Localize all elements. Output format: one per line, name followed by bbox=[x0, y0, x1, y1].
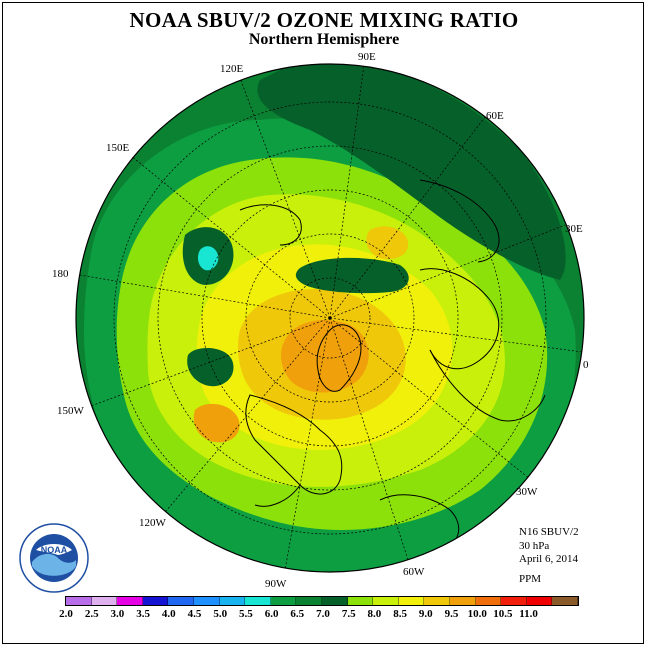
instrument-label: N16 SBUV/2 bbox=[519, 526, 579, 538]
date-label: April 6, 2014 bbox=[519, 553, 578, 565]
pressure-level-label: 30 hPa bbox=[519, 539, 550, 552]
colorbar-swatch bbox=[501, 597, 527, 605]
colorbar-tick-label: 8.0 bbox=[367, 608, 382, 620]
graticule bbox=[79, 64, 583, 571]
lon-label-150w: 150W bbox=[57, 405, 84, 417]
colorbar-swatch bbox=[142, 597, 169, 605]
lon-label-60w: 60W bbox=[403, 566, 425, 578]
colorbar-tick-label: 2.5 bbox=[84, 608, 99, 620]
colorbar-tick-label: 10.5 bbox=[493, 608, 513, 620]
colorbar-swatch bbox=[66, 597, 92, 605]
lon-label-120w: 120W bbox=[139, 517, 166, 529]
lon-label-30w: 30W bbox=[516, 486, 538, 498]
lon-label-180: 180 bbox=[52, 268, 69, 280]
colorbar-tick-label: 6.0 bbox=[264, 608, 279, 620]
colorbar-tick-label: 7.0 bbox=[316, 608, 330, 620]
colorbar-swatch bbox=[449, 597, 476, 605]
info-block: N16 SBUV/2 30 hPa April 6, 2014 bbox=[519, 526, 579, 567]
colorbar-swatch bbox=[526, 597, 553, 605]
lon-label-30e: 30E bbox=[565, 223, 583, 235]
coastlines bbox=[239, 179, 546, 551]
colorbar-tick-label: 3.5 bbox=[136, 608, 150, 620]
lon-label-120e: 120E bbox=[220, 63, 244, 75]
colorbar-tick-label: 8.5 bbox=[393, 608, 407, 620]
lon-label-0: 0 bbox=[583, 359, 589, 371]
colorbar-swatch bbox=[270, 597, 297, 605]
colorbar-swatch bbox=[321, 597, 348, 605]
ozone-low-arctic bbox=[295, 257, 409, 294]
ozone-high-patch-1 bbox=[193, 403, 240, 443]
map-subtitle: Northern Hemisphere bbox=[248, 31, 400, 48]
colorbar-swatch bbox=[245, 597, 271, 605]
lon-label-60e: 60E bbox=[486, 110, 504, 122]
ozone-low-pacific bbox=[187, 348, 234, 387]
lon-label-150e: 150E bbox=[106, 142, 130, 154]
colorbar-swatch bbox=[117, 597, 143, 605]
colorbar-ticks: 2.0 2.5 3.0 3.5 4.0 4.5 5.0 5.5 6.0 6.5 7.0 7.5 8.0 8… bbox=[0, 608, 648, 622]
colorbar-swatch bbox=[552, 597, 578, 605]
colorbar-swatch bbox=[91, 597, 118, 605]
colorbar bbox=[65, 596, 579, 606]
colorbar-tick-label: 4.5 bbox=[187, 608, 202, 620]
map-border bbox=[75, 63, 585, 573]
lon-label-90w: 90W bbox=[265, 578, 287, 590]
noaa-logo-text: NOAA bbox=[41, 545, 68, 555]
colorbar-swatch bbox=[475, 597, 502, 605]
colorbar-swatch bbox=[296, 597, 322, 605]
map-title: NOAA SBUV/2 OZONE MIXING RATIO bbox=[129, 8, 519, 32]
colorbar-swatch bbox=[219, 597, 246, 605]
colorbar-tick-label: 7.5 bbox=[341, 608, 356, 620]
units-label: PPM bbox=[519, 573, 542, 585]
colorbar-tick-label: 6.5 bbox=[290, 608, 305, 620]
colorbar-tick-label: 4.0 bbox=[161, 608, 176, 620]
colorbar-swatch bbox=[193, 597, 220, 605]
colorbar-swatch bbox=[168, 597, 194, 605]
colorbar-swatch bbox=[347, 597, 374, 605]
colorbar-tick-label: 10.0 bbox=[467, 608, 487, 620]
colorbar-tick-label: 3.0 bbox=[110, 608, 125, 620]
colorbar-tick-label: 9.0 bbox=[418, 608, 433, 620]
ozone-high-patch-2 bbox=[366, 226, 409, 260]
colorbar-swatch bbox=[424, 597, 450, 605]
colorbar-tick-label: 5.5 bbox=[239, 608, 253, 620]
noaa-logo: NOAA bbox=[19, 523, 89, 593]
colorbar-swatch bbox=[398, 597, 425, 605]
lon-label-90e: 90E bbox=[358, 51, 376, 63]
colorbar-tick-label: 2.0 bbox=[59, 608, 73, 620]
ozone-min-spot bbox=[197, 246, 219, 271]
colorbar-swatch bbox=[373, 597, 399, 605]
ozone-low-asia bbox=[257, 64, 566, 280]
colorbar-tick-label: 11.0 bbox=[519, 608, 538, 620]
colorbar-tick-label: 5.0 bbox=[213, 608, 228, 620]
ozone-band-9.0 bbox=[280, 320, 369, 393]
colorbar-tick-label: 9.5 bbox=[444, 608, 459, 620]
